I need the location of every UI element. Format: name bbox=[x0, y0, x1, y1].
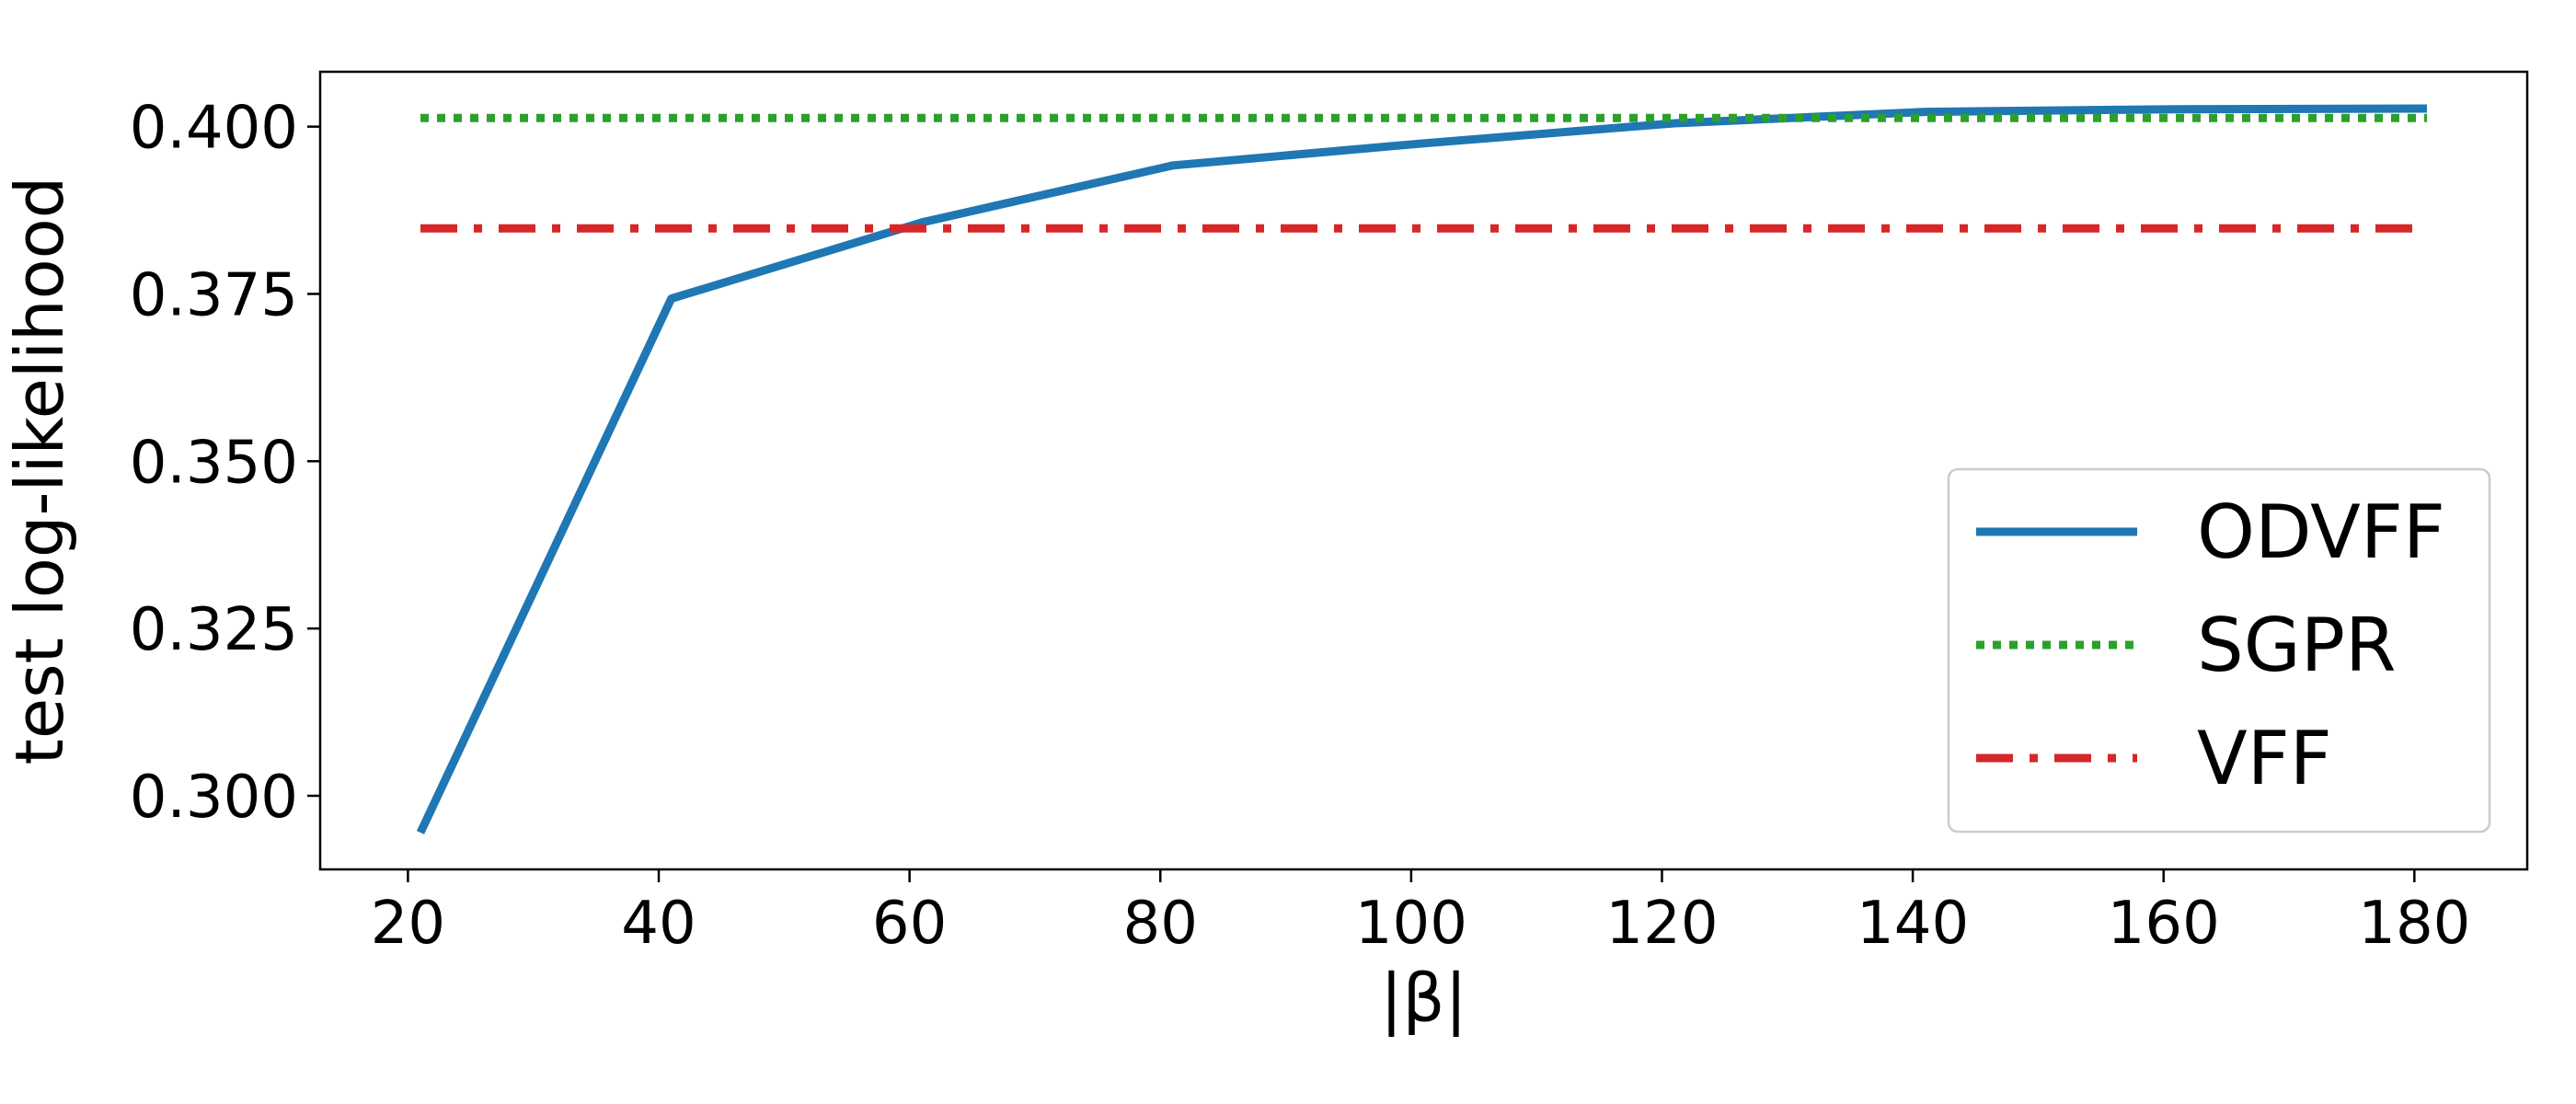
legend: ODVFF SGPR VFF bbox=[1947, 467, 2491, 834]
x-tick-label: 160 bbox=[2108, 890, 2220, 958]
legend-box bbox=[1947, 467, 2491, 834]
y-tick-label: 0.325 bbox=[130, 596, 298, 664]
x-tick-label: 140 bbox=[1857, 890, 1969, 958]
y-tick-label: 0.400 bbox=[130, 95, 298, 163]
x-axis: 20 40 60 80 100 120 140 160 180 bbox=[371, 869, 2470, 958]
x-tick-label: 180 bbox=[2358, 890, 2470, 958]
x-tick-label: 40 bbox=[621, 890, 696, 958]
legend-label: VFF bbox=[2197, 716, 2332, 801]
series-layer bbox=[416, 104, 2428, 834]
x-tick-label: 100 bbox=[1355, 890, 1467, 958]
y-tick-label: 0.375 bbox=[130, 261, 298, 329]
x-tick-label: 120 bbox=[1605, 890, 1718, 958]
y-axis: 0.300 0.325 0.350 0.375 0.400 bbox=[130, 95, 320, 832]
y-tick-label: 0.350 bbox=[130, 429, 298, 497]
legend-label: SGPR bbox=[2197, 603, 2397, 688]
y-axis-title: test log-likelihood bbox=[1, 177, 78, 765]
x-axis-title: |β| bbox=[1380, 960, 1466, 1038]
x-tick-label: 80 bbox=[1123, 890, 1198, 958]
y-tick-label: 0.300 bbox=[130, 764, 298, 832]
legend-label: ODVFF bbox=[2197, 489, 2445, 575]
x-tick-label: 60 bbox=[872, 890, 947, 958]
series-line-odvff bbox=[416, 104, 2428, 834]
plot-frame bbox=[318, 70, 2529, 871]
x-tick-label: 20 bbox=[371, 890, 445, 958]
